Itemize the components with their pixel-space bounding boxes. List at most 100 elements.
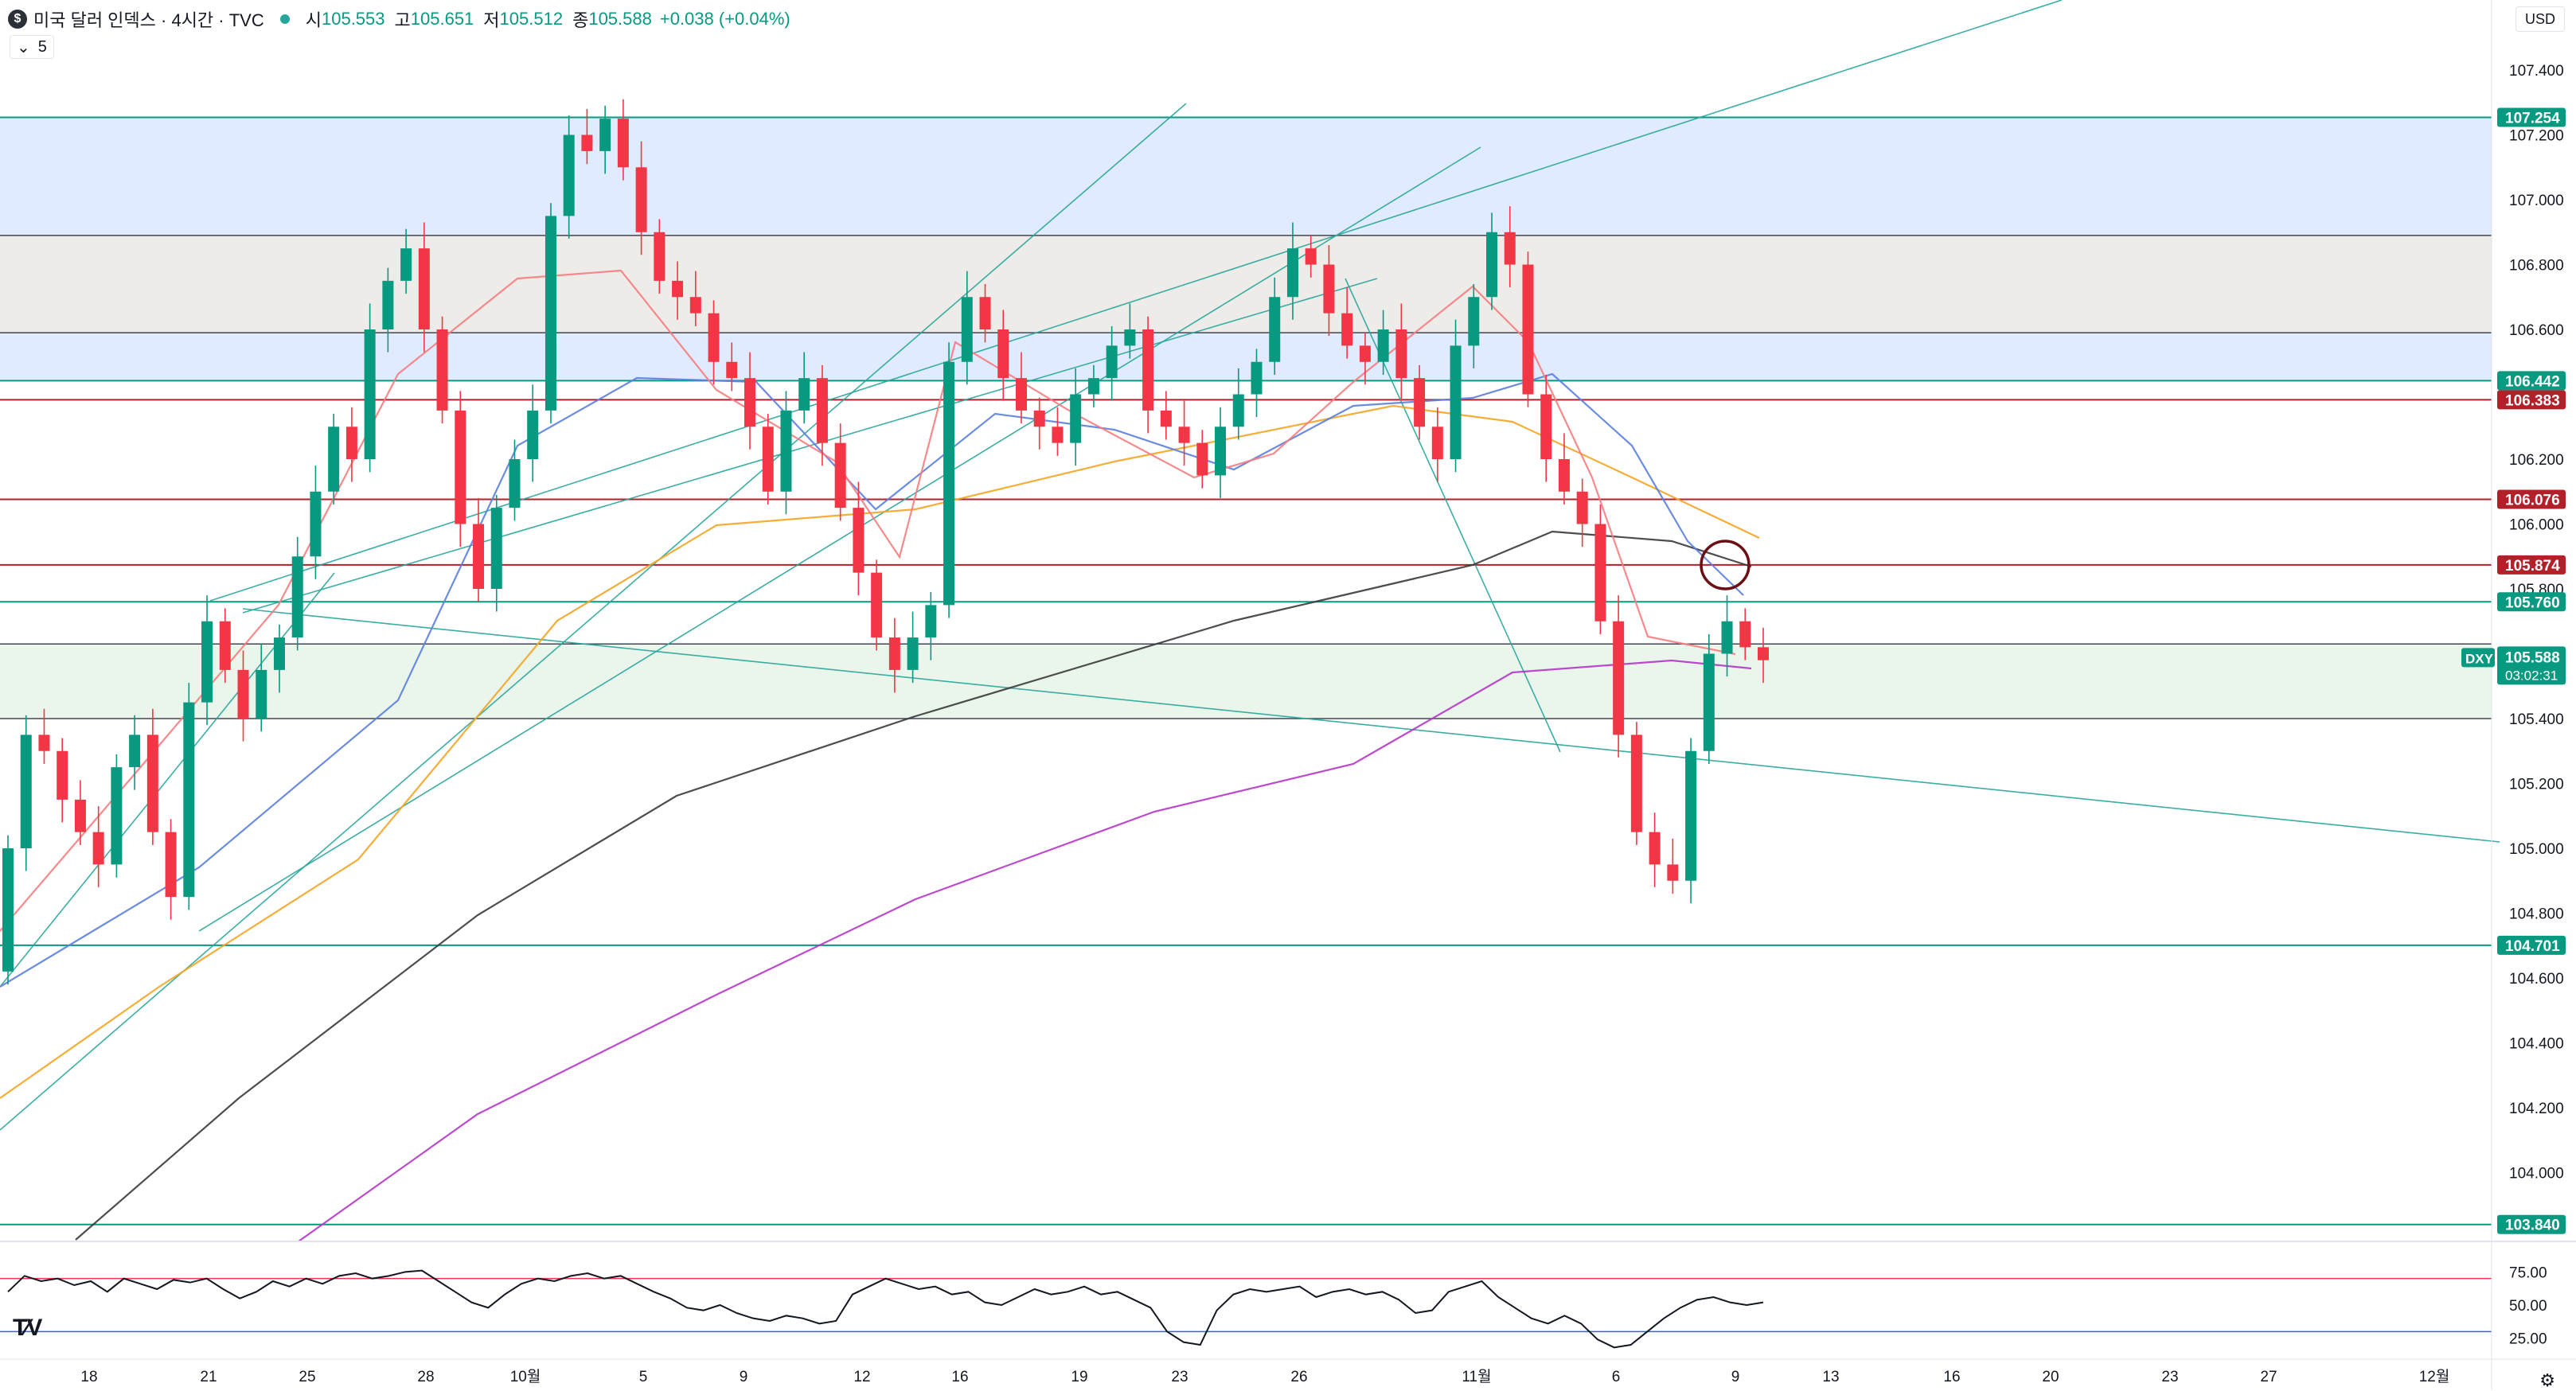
candle-body <box>57 750 68 800</box>
candle-body <box>853 508 865 573</box>
time-tick-label: 12 <box>853 1369 870 1385</box>
candle-body <box>1323 264 1335 314</box>
price-tick-label: 104.400 <box>2509 1036 2564 1053</box>
candle <box>708 300 720 385</box>
candle <box>201 595 213 726</box>
candle <box>1178 400 1190 466</box>
candle-body <box>762 427 774 492</box>
zone-gray <box>0 235 2492 333</box>
candle <box>1070 368 1082 466</box>
candle-body <box>635 167 647 232</box>
candle <box>1414 364 1426 440</box>
level-price-label: 106.442 <box>2505 373 2560 390</box>
candle-body <box>816 378 828 443</box>
time-tick-label: 9 <box>740 1369 748 1385</box>
candle <box>1758 627 1769 684</box>
candle <box>1015 352 1027 424</box>
price-zones <box>0 117 2492 719</box>
gear-icon[interactable]: ⚙ <box>2539 1370 2555 1390</box>
open-label: 시 <box>305 10 322 30</box>
candle <box>617 99 629 181</box>
candle <box>1685 738 1697 904</box>
candle <box>1395 303 1407 401</box>
candle-body <box>74 799 86 832</box>
candle-body <box>1196 442 1208 476</box>
candle <box>20 715 32 871</box>
candle <box>382 267 394 353</box>
candle <box>1558 433 1570 505</box>
price-tick-label: 104.200 <box>2509 1101 2564 1117</box>
candle <box>237 650 249 742</box>
level-price-tag <box>2497 1214 2566 1234</box>
candle-body <box>834 442 846 508</box>
candle-body <box>219 621 231 670</box>
candle <box>1667 838 1679 894</box>
candle <box>1160 391 1172 440</box>
moving-average-line <box>298 659 1752 1242</box>
candle <box>1251 349 1263 418</box>
candle-body <box>1106 345 1118 379</box>
candle-body <box>1703 653 1715 751</box>
candle <box>672 261 684 320</box>
candle <box>1286 222 1298 320</box>
candle <box>1540 375 1552 482</box>
candle-body <box>708 313 720 362</box>
tradingview-logo-icon: T⁄V <box>13 1315 42 1341</box>
candle-body <box>1305 248 1317 265</box>
close-value: 105.588 <box>588 9 652 29</box>
price-tick-label: 106.600 <box>2509 322 2564 339</box>
time-tick-label: 5 <box>639 1369 648 1385</box>
change-value: +0.038 (+0.04%) <box>659 9 790 29</box>
candlesticks <box>2 99 1769 985</box>
price-tick-label: 105.400 <box>2509 711 2564 728</box>
candle <box>1630 722 1642 845</box>
candle-body <box>473 524 485 589</box>
candle-body <box>997 329 1009 379</box>
time-axis: 18 21 25 28 10월 5 9 12 16 19 23 26 11월 6 9 13 16 20 23 27 12… <box>0 1358 2576 1385</box>
candle-body <box>1087 378 1099 395</box>
indicator-toggle[interactable]: ⌄ 5 <box>10 35 54 59</box>
time-tick-label: 25 <box>299 1369 315 1385</box>
low-value: 105.512 <box>499 9 564 29</box>
candle-body <box>1232 394 1244 427</box>
time-tick-label: 26 <box>1290 1369 1307 1385</box>
currency-button[interactable]: USD <box>2516 6 2565 32</box>
price-tick-label: 104.800 <box>2509 906 2564 923</box>
candle <box>473 497 485 602</box>
price-tick-label: 105.200 <box>2509 777 2564 793</box>
candle <box>1232 368 1244 440</box>
candle <box>1196 430 1208 489</box>
trend-line <box>242 608 2500 843</box>
candle-body <box>563 134 575 216</box>
candle-body <box>1468 297 1480 346</box>
candle-body <box>1522 264 1534 395</box>
candle-body <box>1431 427 1443 459</box>
trend-line <box>0 572 335 988</box>
moving-averages <box>0 269 1760 1242</box>
candle <box>689 271 701 326</box>
candle <box>1721 595 1733 677</box>
time-tick-label: 28 <box>417 1369 434 1385</box>
candle-body <box>256 669 267 719</box>
candle-body <box>1576 491 1588 524</box>
candle-body <box>400 248 412 281</box>
candle <box>943 342 955 618</box>
time-tick-label: 16 <box>1943 1369 1960 1385</box>
candle-body <box>599 119 611 151</box>
time-tick-label: 21 <box>200 1369 217 1385</box>
candle-body <box>689 297 701 314</box>
candle-body <box>291 556 303 638</box>
candle-body <box>183 702 195 898</box>
candle <box>2 835 14 985</box>
time-tick-label: 10월 <box>510 1368 541 1385</box>
candle <box>1486 212 1498 310</box>
candle <box>1739 608 1751 660</box>
candle-body <box>328 427 340 492</box>
candle-body <box>1052 427 1064 443</box>
candle <box>436 316 448 424</box>
symbol-title[interactable]: 미국 달러 인덱스 · 4시간 · TVC <box>33 10 264 30</box>
candle-body <box>1450 345 1462 459</box>
level-price-tag <box>2497 371 2566 391</box>
time-tick-label: 6 <box>1612 1369 1621 1385</box>
